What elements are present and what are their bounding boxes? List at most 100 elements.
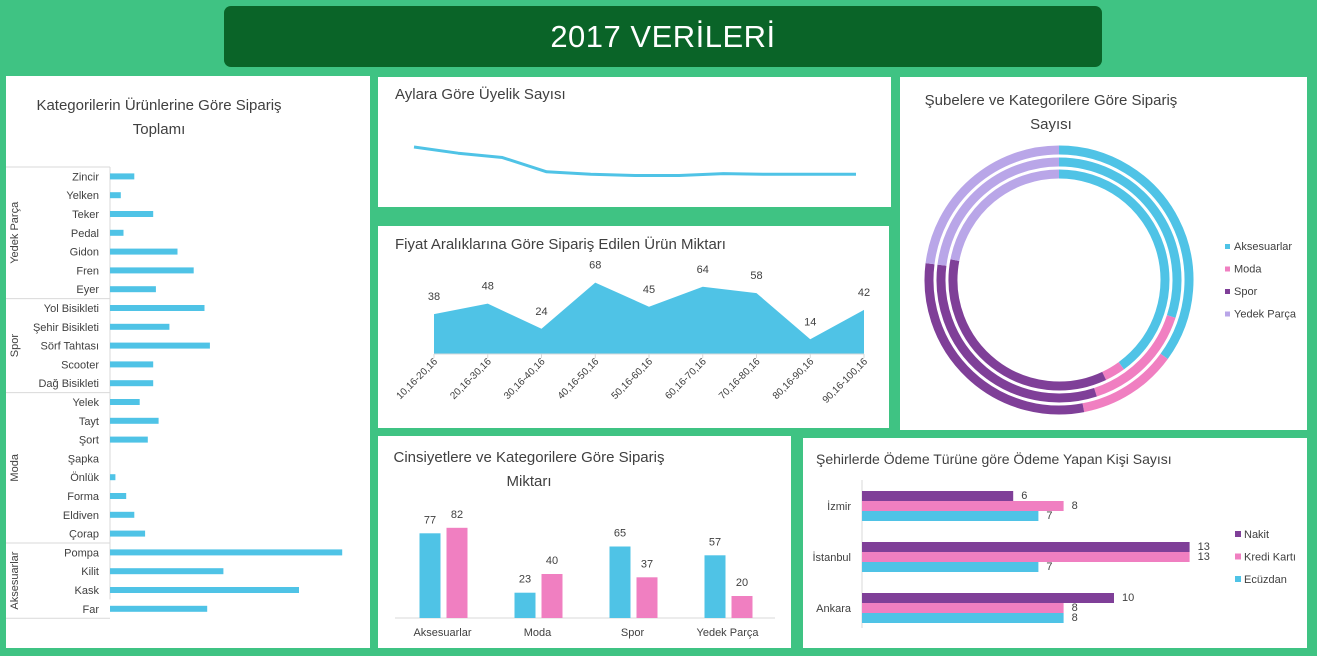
x-tick-label: 30,16-40,16: [502, 356, 548, 402]
x-tick-label: 20,16-30,16: [448, 356, 494, 402]
legend-label: Aksesuarlar: [1234, 241, 1292, 253]
legend-label: Ecüzdan: [1244, 574, 1287, 586]
chart-title-fiyat: Fiyat Aralıklarına Göre Sipariş Edilen Ü…: [395, 236, 726, 253]
category-label: Spor: [621, 627, 645, 639]
chart-title-subeler: Şubelere ve Kategorilere Göre Sipariş Sa…: [924, 92, 1178, 133]
data-label: 48: [482, 281, 494, 293]
doughnut-slice: [1082, 353, 1168, 413]
data-label: 23: [519, 574, 531, 586]
bar: [110, 342, 210, 349]
legend-swatch: [1225, 311, 1230, 317]
bar: [110, 568, 224, 575]
category-label: Şehir Bisikleti: [33, 322, 99, 334]
bar: [862, 552, 1190, 562]
data-label: 37: [641, 558, 653, 570]
category-label: Ankara: [816, 603, 852, 615]
data-label: 24: [535, 306, 547, 318]
legend-label: Kredi Kartı: [1244, 552, 1296, 564]
group-label: Spor: [9, 334, 21, 358]
group-label: Moda: [9, 453, 21, 481]
bar: [110, 211, 154, 217]
category-label: İstanbul: [812, 551, 851, 564]
category-label: Far: [83, 604, 100, 616]
bar: [541, 574, 563, 618]
bar: [419, 533, 441, 618]
data-label: 6: [1021, 490, 1027, 502]
category-label: Yelek: [72, 397, 99, 409]
x-tick-label: 80,16-90,16: [771, 356, 817, 402]
data-label: 8: [1072, 500, 1078, 512]
legend-swatch: [1235, 576, 1241, 582]
data-label: 57: [709, 536, 721, 548]
data-label: 77: [424, 514, 436, 526]
x-tick-label: 10,16-20,16: [395, 356, 441, 402]
bar: [862, 491, 1014, 501]
category-label: Yol Bisikleti: [44, 303, 99, 315]
bar: [110, 493, 127, 499]
data-label: 40: [546, 555, 558, 567]
x-tick-label: 40,16-50,16: [556, 356, 602, 402]
category-label: Kask: [75, 585, 100, 597]
bar: [862, 501, 1064, 511]
doughnut-slice: [936, 264, 1097, 403]
legend-swatch: [1235, 531, 1241, 537]
category-label: Zincir: [72, 171, 99, 183]
x-tick-label: 60,16-70,16: [663, 356, 709, 402]
bar: [704, 555, 726, 618]
panel-fiyat: Fiyat Aralıklarına Göre Sipariş Edilen Ü…: [378, 226, 889, 428]
data-label: 68: [589, 260, 601, 272]
data-label: 14: [804, 316, 816, 328]
chart-subeler: Aksesuarlar Moda Spor Yedek Parça: [924, 145, 1297, 415]
chart-uyelik: [413, 145, 856, 178]
bar: [862, 542, 1190, 552]
bar: [110, 587, 299, 593]
x-tick-label: 70,16-80,16: [717, 356, 763, 402]
category-label: Eldiven: [63, 510, 99, 522]
doughnut-slice: [937, 157, 1060, 266]
data-label: 8: [1072, 602, 1078, 614]
category-label: Çorap: [69, 529, 99, 541]
category-label: Dağ Bisikleti: [38, 378, 99, 390]
category-label: Fren: [76, 265, 99, 277]
category-label: Sörf Tahtası: [41, 341, 100, 353]
bar: [110, 229, 124, 236]
category-label: Yedek Parça: [697, 627, 760, 639]
category-label: Teker: [72, 209, 99, 221]
bar: [110, 361, 154, 368]
bar: [862, 603, 1064, 613]
data-label: 20: [736, 577, 748, 589]
bar: [110, 305, 205, 311]
chart-title-uyelik: Aylara Göre Üyelik Sayısı: [395, 86, 566, 103]
bar: [862, 613, 1064, 623]
data-label: 13: [1198, 541, 1210, 553]
panel-subeler: Şubelere ve Kategorilere Göre Sipariş Sa…: [900, 77, 1307, 430]
bar: [110, 549, 343, 556]
chart-odeme: 687İzmir13137İstanbul1088AnkaraNakitKred…: [812, 480, 1296, 628]
data-label: 64: [697, 264, 709, 276]
panel-cinsiyet: Cinsiyetlere ve Kategorilere Göre Sipari…: [378, 436, 791, 648]
chart-title-kategori-urun: Kategorilerin Ürünlerine Göre Sipariş To…: [36, 97, 282, 138]
bar: [110, 173, 135, 180]
group-label: Yedek Parça: [9, 201, 21, 264]
bar: [110, 474, 116, 481]
legend-label: Moda: [1234, 264, 1262, 276]
category-label: Yelken: [66, 190, 99, 202]
data-label: 42: [858, 287, 870, 299]
chart-title-cinsiyet: Cinsiyetlere ve Kategorilere Göre Sipari…: [393, 449, 665, 490]
legend-label: Nakit: [1244, 529, 1269, 541]
legend-label: Yedek Parça: [1234, 309, 1297, 321]
bar: [110, 380, 154, 387]
bar: [110, 192, 121, 199]
bar: [862, 562, 1039, 572]
bar: [110, 248, 178, 255]
doughnut-slice: [950, 169, 1060, 262]
data-label: 10: [1122, 592, 1134, 604]
chart-title-odeme: Şehirlerde Ödeme Türüne göre Ödeme Yapan…: [816, 451, 1172, 467]
legend-swatch: [1225, 244, 1230, 249]
data-label: 8: [1072, 612, 1078, 624]
bar: [110, 417, 159, 424]
data-label: 13: [1198, 551, 1210, 563]
category-label: Pedal: [71, 228, 99, 240]
category-label: Şapka: [68, 453, 100, 465]
dashboard-title-banner: 2017 VERİLERİ: [224, 6, 1102, 67]
